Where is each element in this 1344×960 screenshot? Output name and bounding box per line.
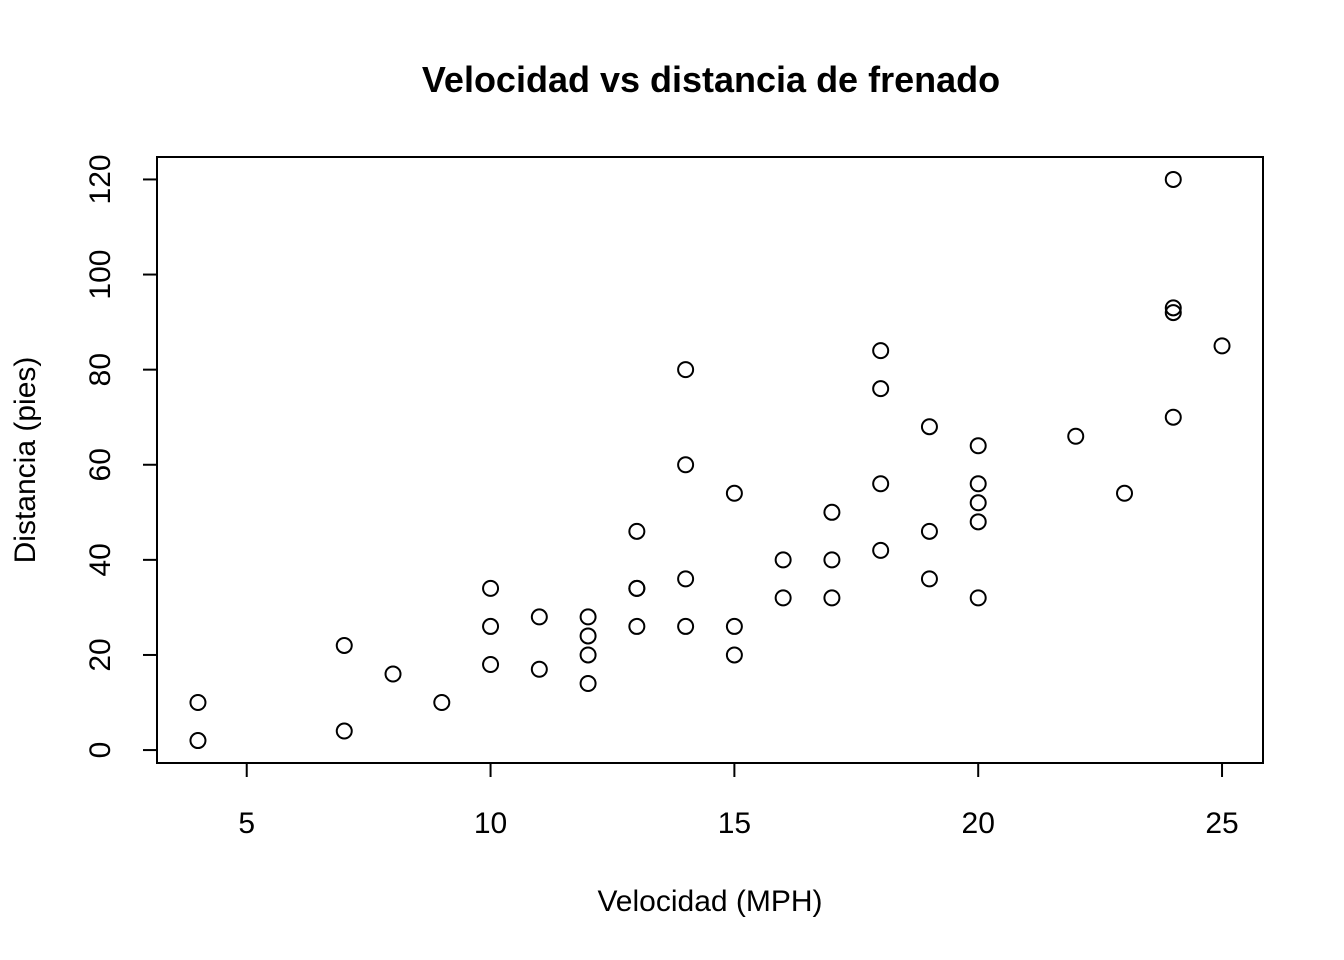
data-point-39 — [969, 513, 987, 531]
data-point-43 — [1067, 427, 1085, 445]
data-point-9 — [530, 660, 548, 678]
y-tick-label-6: 120 — [84, 154, 117, 204]
data-point-23 — [725, 646, 743, 664]
data-point-42 — [969, 437, 987, 455]
x-tick-label-4: 25 — [1205, 807, 1238, 840]
data-point-37 — [920, 418, 938, 436]
plot-frame — [156, 156, 1264, 764]
data-point-38 — [969, 589, 987, 607]
data-point-14 — [579, 608, 597, 626]
data-point-48 — [1164, 170, 1182, 188]
data-point-4 — [384, 665, 402, 683]
data-point-15 — [628, 617, 646, 635]
data-point-1 — [189, 694, 207, 712]
data-point-11 — [579, 674, 597, 692]
data-point-24 — [725, 617, 743, 635]
data-point-34 — [872, 342, 890, 360]
data-point-25 — [725, 484, 743, 502]
y-tick-label-5: 100 — [84, 250, 117, 300]
data-point-17 — [628, 579, 646, 597]
data-point-0 — [189, 732, 207, 750]
x-axis: 5 10 15 20 25 — [238, 763, 1239, 840]
data-point-46 — [1164, 304, 1182, 322]
x-tick-label-0: 5 — [238, 807, 255, 840]
data-point-3 — [335, 636, 353, 654]
data-point-36 — [920, 522, 938, 540]
data-point-19 — [677, 617, 695, 635]
y-tick-label-4: 80 — [84, 353, 117, 386]
y-tick-label-3: 60 — [84, 448, 117, 481]
data-point-47 — [1164, 299, 1182, 317]
data-point-27 — [774, 551, 792, 569]
x-tick-label-1: 10 — [474, 807, 507, 840]
data-points — [189, 170, 1231, 750]
y-tick-label-1: 20 — [84, 638, 117, 671]
data-point-35 — [920, 570, 938, 588]
data-point-21 — [677, 456, 695, 474]
y-axis: 0 20 40 60 80 100 120 — [84, 154, 157, 758]
data-point-28 — [823, 589, 841, 607]
data-point-41 — [969, 475, 987, 493]
data-point-5 — [433, 694, 451, 712]
data-point-33 — [872, 380, 890, 398]
data-point-7 — [482, 617, 500, 635]
data-point-40 — [969, 494, 987, 512]
data-point-2 — [335, 722, 353, 740]
data-point-29 — [823, 551, 841, 569]
data-point-20 — [677, 570, 695, 588]
data-point-12 — [579, 646, 597, 664]
data-point-22 — [677, 361, 695, 379]
data-point-10 — [530, 608, 548, 626]
data-point-44 — [1116, 484, 1134, 502]
data-point-31 — [872, 541, 890, 559]
data-point-8 — [482, 579, 500, 597]
data-point-45 — [1164, 408, 1182, 426]
chart-title: Velocidad vs distancia de frenado — [422, 59, 1000, 100]
x-tick-label-2: 15 — [718, 807, 751, 840]
x-tick-label-3: 20 — [962, 807, 995, 840]
data-point-6 — [482, 655, 500, 673]
y-axis-label: Distancia (pies) — [9, 357, 42, 564]
data-point-30 — [823, 503, 841, 521]
data-point-26 — [774, 589, 792, 607]
y-tick-label-2: 40 — [84, 543, 117, 576]
data-point-49 — [1213, 337, 1231, 355]
data-point-13 — [579, 627, 597, 645]
y-tick-label-0: 0 — [84, 742, 117, 759]
x-axis-label: Velocidad (MPH) — [597, 885, 822, 918]
data-point-32 — [872, 475, 890, 493]
data-point-18 — [628, 522, 646, 540]
